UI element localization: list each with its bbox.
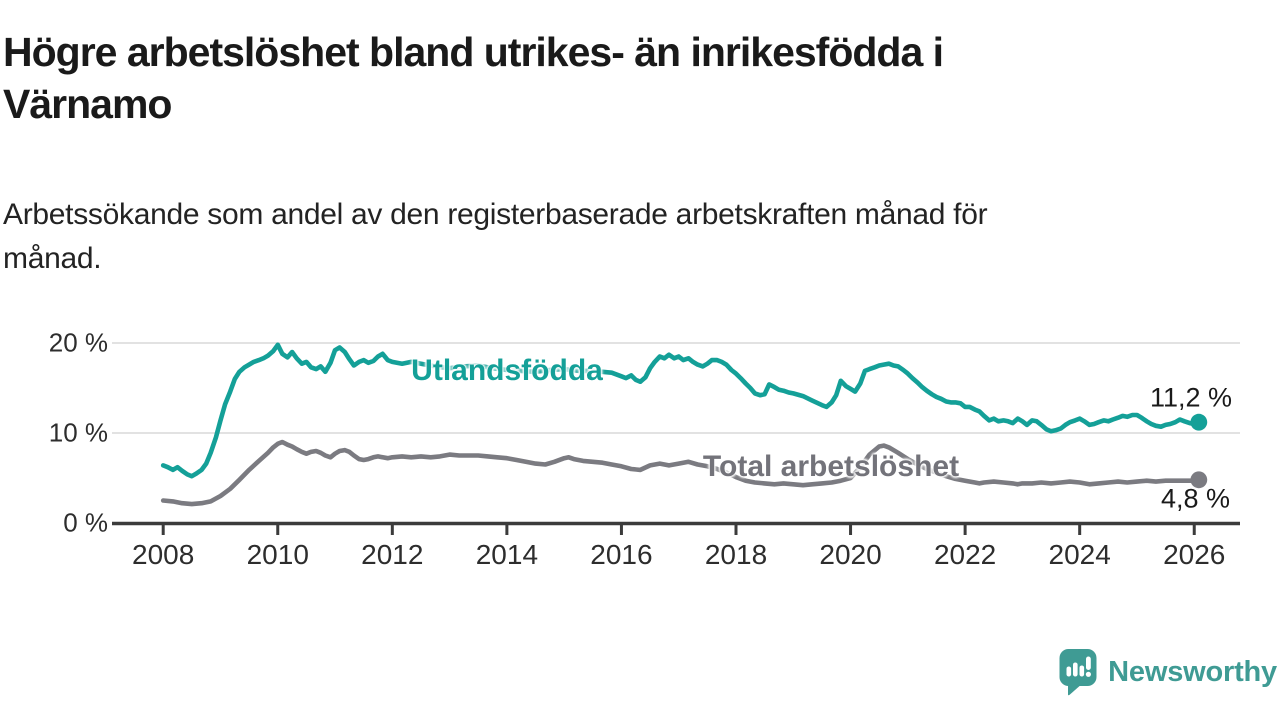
end-value-utlandsfodda: 11,2 %	[1149, 382, 1232, 413]
x-axis-label: 2020	[819, 539, 882, 570]
end-value-total: 4,8 %	[1160, 483, 1230, 514]
newsworthy-bar-chart-speech-bubble-icon	[1059, 649, 1097, 696]
series-label-total-arbetsloshet: Total arbetslöshet	[702, 450, 960, 483]
x-axis	[112, 521, 1240, 535]
series-line-total	[160, 439, 1202, 507]
x-axis-label: 2016	[590, 539, 653, 570]
logo-text: Newsworthy	[1108, 655, 1277, 688]
y-axis-label: 20 %	[48, 327, 108, 358]
x-axis-label: 2022	[933, 539, 997, 570]
x-axis-label: 2026	[1163, 539, 1226, 570]
newsworthy-logo: Newsworthy	[1058, 646, 1277, 698]
x-axis-label: 2024	[1048, 539, 1111, 570]
chart-subtitle: Arbetssökande som andel av den registerb…	[3, 198, 988, 275]
series-lines	[160, 342, 1202, 507]
x-axis-label: 2018	[704, 539, 768, 570]
y-axis-label: 0 %	[63, 507, 108, 538]
end-dot-utlandsfodda	[1190, 413, 1208, 431]
chart-title: Högre arbetslöshet bland utrikes- än inr…	[3, 29, 944, 128]
x-axis-label: 2014	[475, 539, 539, 570]
series-end-dots	[1190, 413, 1208, 489]
x-axis-label: 2012	[361, 539, 424, 570]
end-dot-total	[1190, 471, 1208, 489]
x-axis-label: 2008	[132, 539, 195, 570]
series-line-utlandsfodda	[160, 342, 1202, 479]
y-axis-label: 10 %	[48, 417, 108, 448]
series-label-utlandsfodda: Utlandsfödda	[411, 354, 603, 387]
x-axis-label: 2010	[246, 539, 309, 570]
